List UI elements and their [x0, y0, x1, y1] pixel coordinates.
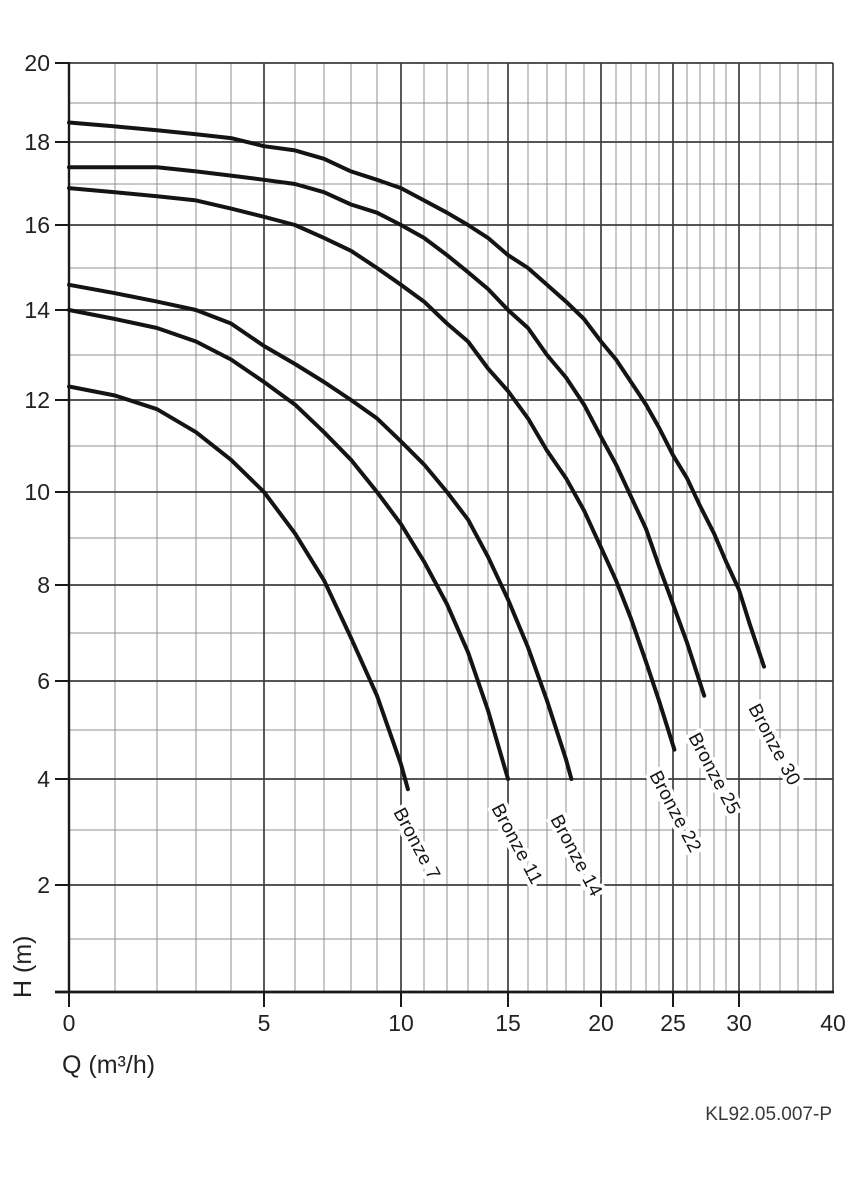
- tick-marks: [55, 62, 740, 1007]
- x-tick-label: 40: [820, 1010, 846, 1036]
- y-tick-label: 2: [37, 872, 50, 898]
- y-tick-label: 16: [24, 212, 50, 238]
- curve-label: Bronze 22: [645, 767, 705, 856]
- curve-label: Bronze 30: [744, 700, 804, 789]
- y-tick-label: 14: [24, 297, 50, 323]
- pump-curve-bronze-25: [67, 165, 707, 698]
- pump-curve-bronze-30: [67, 120, 766, 669]
- x-tick-label: 10: [388, 1010, 414, 1036]
- curve-label: Bronze 11: [487, 800, 547, 887]
- grid-major-lines: [69, 62, 834, 992]
- y-tick-label: 4: [37, 766, 50, 792]
- y-tick-label: 8: [37, 572, 50, 598]
- tick-labels: 2 4 6 8 10 12 14 16 18 20 0 5 10 15 20 25 30 40: [24, 50, 845, 1036]
- curve-label: Bronze 14: [546, 811, 607, 900]
- x-tick-label: 15: [495, 1010, 521, 1036]
- x-tick-label: 5: [258, 1010, 271, 1036]
- axes: [55, 62, 834, 994]
- x-tick-label: 25: [660, 1010, 686, 1036]
- x-axis-title: Q (m³/h): [62, 1051, 155, 1079]
- pump-curves: [67, 120, 766, 792]
- pump-curve-bronze-11: [67, 308, 510, 781]
- x-tick-label: 20: [588, 1010, 614, 1036]
- pump-curve-bronze-22: [67, 186, 677, 752]
- x-tick-label: 30: [726, 1010, 752, 1036]
- y-tick-label: 6: [37, 668, 50, 694]
- pump-curve-bronze-7: [67, 384, 410, 792]
- pump-curve-bronze-14: [67, 282, 574, 781]
- x-tick-label: 0: [63, 1010, 76, 1036]
- curve-label: Bronze 7: [389, 804, 444, 883]
- y-tick-label: 10: [24, 479, 50, 505]
- y-tick-label: 12: [24, 387, 50, 413]
- y-axis-title: H (m): [9, 936, 37, 998]
- grid-minor-lines: [69, 63, 833, 992]
- y-tick-label: 20: [24, 50, 50, 76]
- figure-code: KL92.05.007-P: [705, 1104, 832, 1125]
- y-tick-label: 18: [24, 129, 50, 155]
